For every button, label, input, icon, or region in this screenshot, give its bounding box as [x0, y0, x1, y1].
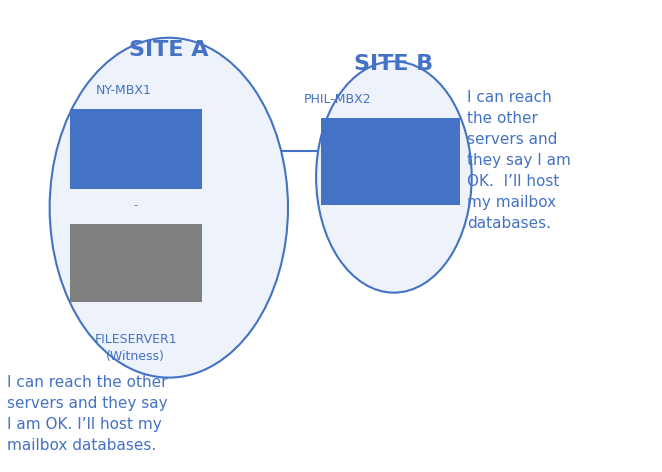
Text: NY-MBX1: NY-MBX1: [96, 84, 152, 97]
FancyBboxPatch shape: [321, 118, 460, 205]
Text: SITE A: SITE A: [129, 40, 209, 59]
Text: PHIL-MBX2: PHIL-MBX2: [304, 93, 371, 106]
Text: SITE B: SITE B: [354, 54, 434, 74]
Text: I can reach the other
servers and they say
I am OK. I’ll host my
mailbox databas: I can reach the other servers and they s…: [7, 375, 167, 453]
Text: -: -: [134, 200, 138, 211]
Ellipse shape: [50, 38, 288, 378]
Text: I can reach
the other
servers and
they say I am
OK.  I’ll host
my mailbox
databa: I can reach the other servers and they s…: [467, 90, 571, 231]
FancyBboxPatch shape: [70, 224, 202, 302]
FancyBboxPatch shape: [70, 109, 202, 189]
Ellipse shape: [316, 61, 471, 293]
Text: FILESERVER1
(Witness): FILESERVER1 (Witness): [95, 333, 177, 363]
